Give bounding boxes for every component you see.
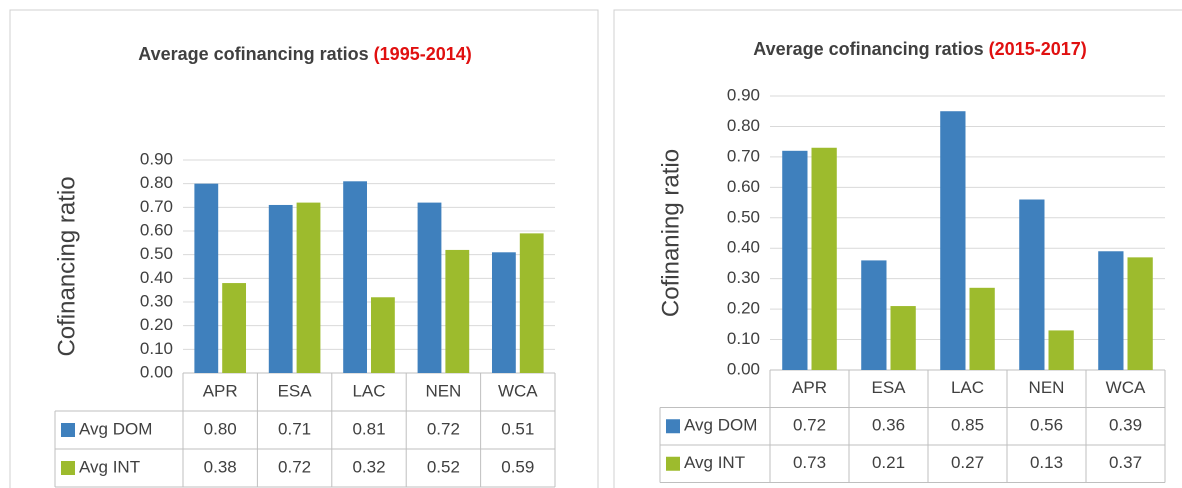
y-tick-label: 0.10 <box>727 329 760 348</box>
table-value: 0.21 <box>872 453 905 472</box>
x-tick-label: WCA <box>1106 378 1146 397</box>
y-tick-label: 0.30 <box>727 268 760 287</box>
y-axis-label: Cofinancing ratio <box>53 176 80 356</box>
y-tick-label: 0.50 <box>140 244 173 263</box>
table-value: 0.36 <box>872 416 905 435</box>
y-tick-label: 0.90 <box>140 149 173 168</box>
legend-swatch <box>666 419 680 434</box>
bar <box>1048 330 1074 370</box>
x-tick-label: WCA <box>498 381 538 400</box>
bar <box>1019 199 1045 370</box>
legend-label: Avg INT <box>684 453 745 472</box>
bar <box>940 111 966 370</box>
legend-swatch <box>666 456 680 471</box>
legend-label: Avg DOM <box>79 419 152 438</box>
table-value: 0.80 <box>204 419 237 438</box>
table-value: 0.37 <box>1109 453 1142 472</box>
table-value: 0.72 <box>278 457 311 476</box>
chart-frame <box>613 9 1182 488</box>
bar <box>969 287 995 370</box>
table-value: 0.27 <box>951 453 984 472</box>
y-tick-label: 0.20 <box>727 299 760 318</box>
x-tick-label: NEN <box>1029 378 1065 397</box>
legend-label: Avg INT <box>79 457 140 476</box>
chart-frame <box>9 9 599 488</box>
table-value: 0.52 <box>427 457 460 476</box>
y-tick-label: 0.70 <box>140 197 173 216</box>
table-value: 0.73 <box>793 453 826 472</box>
y-tick-label: 0.90 <box>727 85 760 104</box>
y-tick-label: 0.20 <box>140 315 173 334</box>
bar <box>890 306 916 370</box>
table-value: 0.51 <box>501 419 534 438</box>
y-tick-label: 0.80 <box>727 116 760 135</box>
table-value: 0.32 <box>352 457 385 476</box>
bar <box>296 202 321 373</box>
legend-swatch <box>61 461 75 475</box>
table-value: 0.59 <box>501 457 534 476</box>
x-tick-label: ESA <box>871 378 906 397</box>
bar <box>1098 251 1124 370</box>
table-value: 0.56 <box>1030 416 1063 435</box>
x-tick-label: NEN <box>425 381 461 400</box>
bar <box>519 233 544 373</box>
title-text: Average cofinancing ratios <box>753 39 983 59</box>
bar <box>491 252 516 373</box>
chart-title: Average cofinancing ratios (2015-2017) <box>753 39 1087 59</box>
legend-label: Avg DOM <box>684 416 757 435</box>
bar <box>811 147 837 370</box>
title-period: (1995-2014) <box>374 44 472 64</box>
y-tick-label: 0.80 <box>140 173 173 192</box>
table-value: 0.72 <box>427 419 460 438</box>
y-tick-label: 0.10 <box>140 339 173 358</box>
bar <box>222 283 247 373</box>
y-tick-label: 0.00 <box>140 362 173 381</box>
table-value: 0.13 <box>1030 453 1063 472</box>
y-tick-label: 0.40 <box>140 268 173 287</box>
table-value: 0.85 <box>951 416 984 435</box>
legend-swatch <box>61 423 75 437</box>
table-value: 0.81 <box>352 419 385 438</box>
bar <box>861 260 887 370</box>
title-period: (2015-2017) <box>989 39 1087 59</box>
table-value: 0.39 <box>1109 416 1142 435</box>
bar <box>417 202 442 373</box>
bar <box>782 150 808 370</box>
bar <box>268 204 293 373</box>
y-tick-label: 0.40 <box>727 238 760 257</box>
table-value: 0.71 <box>278 419 311 438</box>
x-tick-label: ESA <box>278 381 313 400</box>
y-tick-label: 0.00 <box>727 359 760 378</box>
y-tick-label: 0.60 <box>727 177 760 196</box>
x-tick-label: APR <box>792 378 827 397</box>
y-axis-label: Cofinaning ratio <box>657 149 684 317</box>
y-tick-label: 0.30 <box>140 291 173 310</box>
x-tick-label: LAC <box>352 381 385 400</box>
y-tick-label: 0.60 <box>140 220 173 239</box>
bar <box>194 183 219 373</box>
bar <box>1127 257 1153 370</box>
x-tick-label: APR <box>203 381 238 400</box>
y-tick-label: 0.50 <box>727 207 760 226</box>
table-value: 0.38 <box>204 457 237 476</box>
bar <box>371 297 395 373</box>
bar <box>445 249 470 373</box>
x-tick-label: LAC <box>951 378 984 397</box>
y-tick-label: 0.70 <box>727 146 760 165</box>
table-value: 0.72 <box>793 416 826 435</box>
title-text: Average cofinancing ratios <box>138 44 368 64</box>
chart-title: Average cofinancing ratios (1995-2014) <box>138 44 472 64</box>
bar <box>343 181 367 373</box>
